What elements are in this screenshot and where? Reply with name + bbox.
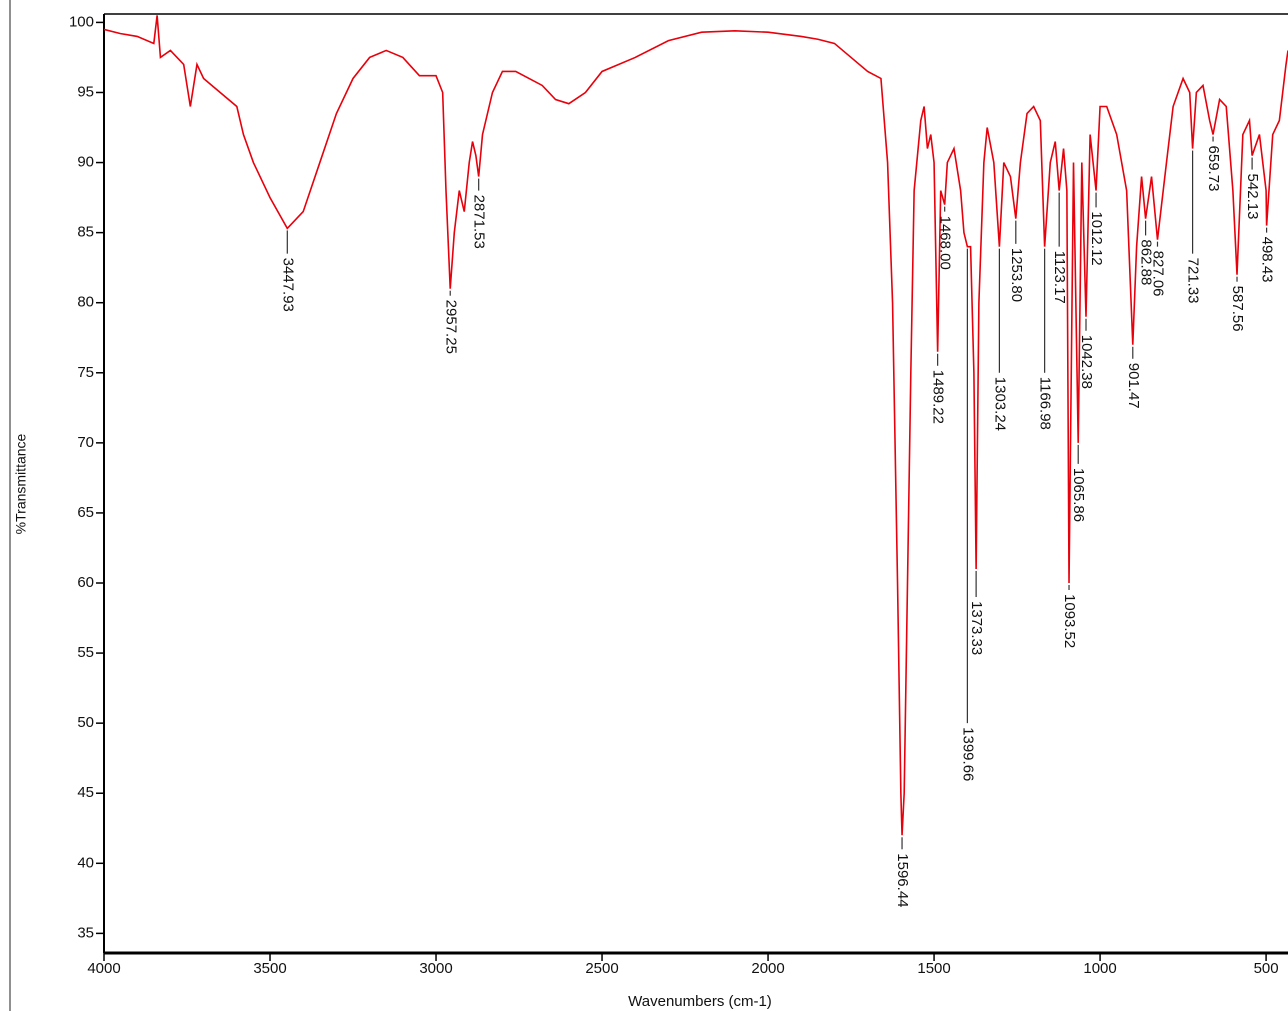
peak-label: 1123.17 [1051, 251, 1068, 304]
peak-label: 542.13 [1244, 174, 1261, 220]
peak-label: 1489.22 [930, 370, 947, 424]
peak-label: 1303.24 [991, 377, 1008, 431]
y-tick-label: 35 [77, 924, 94, 941]
peak-label: 827.06 [1150, 251, 1167, 297]
peak-label: 3447.93 [279, 258, 296, 312]
y-tick-label: 55 [77, 644, 94, 661]
x-tick-label: 3500 [253, 960, 286, 977]
y-tick-label: 85 [77, 224, 94, 241]
peak-label: 1399.66 [959, 727, 976, 781]
peak-label: 1253.80 [1008, 248, 1025, 302]
peak-label: 1468.00 [937, 216, 954, 270]
x-tick-label: 500 [1254, 960, 1279, 977]
peak-label: 1166.98 [1037, 377, 1054, 430]
y-tick-label: 100 [69, 13, 94, 30]
peak-label: 1093.52 [1061, 594, 1078, 648]
y-tick-label: 90 [77, 154, 94, 171]
y-tick-label: 60 [77, 574, 94, 591]
peak-label: 1012.12 [1088, 211, 1105, 265]
peak-label: 862.88 [1138, 239, 1155, 285]
peak-label: 1596.44 [894, 853, 911, 907]
x-tick-label: 1500 [917, 960, 950, 977]
y-tick-label: 40 [77, 854, 94, 871]
x-tick-label: 2500 [585, 960, 618, 977]
y-tick-label: 45 [77, 784, 94, 801]
peak-label: 659.73 [1205, 146, 1222, 192]
peak-label: 2871.53 [471, 195, 488, 249]
y-tick-label: 65 [77, 504, 94, 521]
peak-label: 1065.86 [1070, 468, 1087, 522]
peak-label: 498.43 [1259, 237, 1276, 283]
y-tick-label: 75 [77, 364, 94, 381]
peak-label: 1373.33 [968, 601, 985, 655]
spectrum-line [104, 15, 1288, 836]
peak-label: 2957.25 [442, 300, 459, 354]
y-tick-label: 80 [77, 294, 94, 311]
peak-label: 587.56 [1229, 286, 1246, 332]
x-tick-label: 4000 [87, 960, 120, 977]
x-tick-label: 1000 [1083, 960, 1116, 977]
x-axis-label: Wavenumbers (cm-1) [628, 993, 772, 1010]
x-tick-label: 3000 [419, 960, 452, 977]
x-tick-label: 2000 [751, 960, 784, 977]
peak-label: 1042.38 [1078, 335, 1095, 389]
y-tick-label: 50 [77, 714, 94, 731]
y-tick-label: 70 [77, 434, 94, 451]
y-tick-label: 95 [77, 83, 94, 100]
peak-label: 721.33 [1185, 258, 1202, 304]
peak-label: 901.47 [1125, 363, 1142, 409]
y-axis-label: %Transmittance [13, 433, 29, 534]
